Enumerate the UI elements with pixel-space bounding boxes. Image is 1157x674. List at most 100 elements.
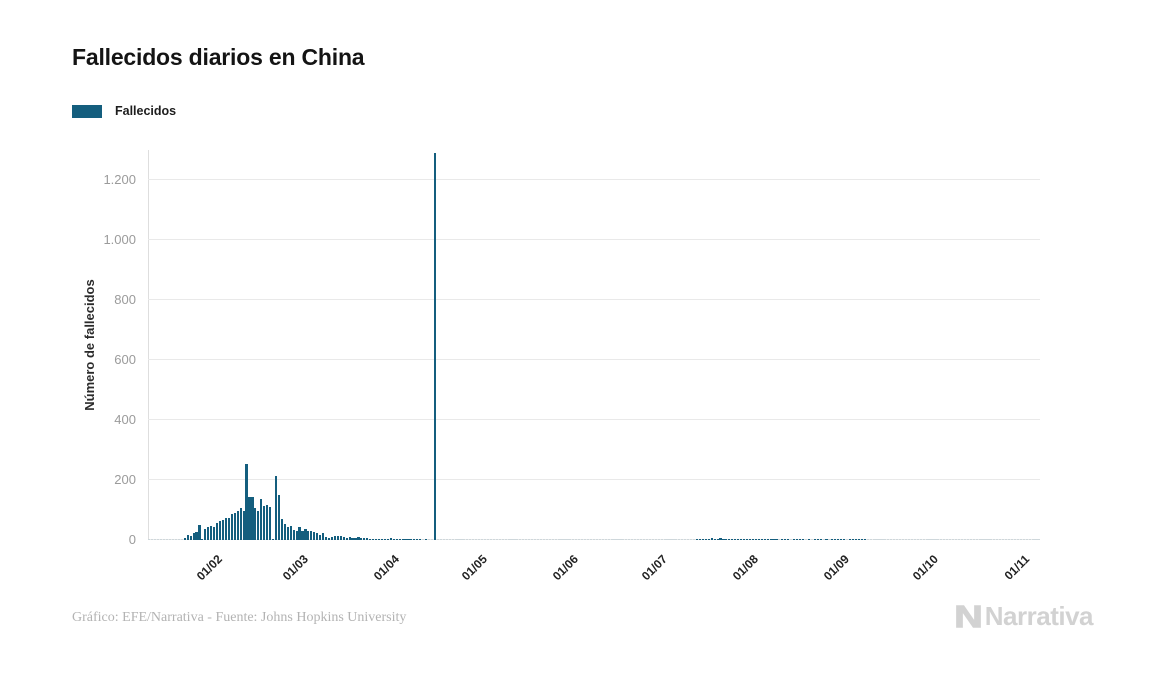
- y-tick-label: 1.000: [103, 232, 136, 247]
- bar: [813, 539, 816, 540]
- gridline: [148, 239, 1040, 240]
- bar: [151, 539, 154, 540]
- bar: [840, 539, 843, 540]
- bar: [460, 539, 463, 540]
- bar: [737, 538, 740, 540]
- bar: [324, 536, 328, 540]
- bar: [781, 539, 784, 540]
- bar: [389, 538, 392, 540]
- bar: [560, 539, 563, 540]
- bar: [333, 536, 336, 540]
- gridline: [148, 479, 1040, 480]
- bar: [804, 539, 807, 540]
- bar: [269, 507, 272, 540]
- bar: [610, 539, 613, 540]
- y-tick-label: 200: [114, 472, 136, 487]
- bar: [604, 539, 607, 540]
- bar: [213, 526, 216, 540]
- bar: [271, 538, 275, 540]
- bar: [701, 539, 704, 540]
- bar: [575, 539, 578, 540]
- bar: [896, 539, 899, 540]
- bar: [963, 539, 966, 540]
- bar: [295, 530, 298, 540]
- bar: [657, 539, 660, 540]
- bar: [189, 535, 192, 540]
- bar: [207, 527, 210, 540]
- bar: [866, 539, 869, 540]
- bar: [666, 539, 669, 540]
- bar: [748, 539, 752, 540]
- bar: [595, 539, 598, 540]
- bar: [999, 539, 1002, 540]
- bar: [348, 537, 351, 540]
- y-tick-label: 0: [128, 532, 136, 547]
- bar: [254, 508, 257, 540]
- y-tick-label: 1.200: [103, 172, 136, 187]
- bar: [322, 533, 325, 540]
- bar: [825, 539, 828, 540]
- bar: [198, 525, 201, 540]
- bar: [810, 539, 813, 540]
- bar: [672, 539, 675, 540]
- bar: [469, 539, 472, 540]
- bar: [704, 539, 707, 540]
- bar: [796, 539, 799, 540]
- bar: [837, 539, 840, 540]
- y-tick-label: 400: [114, 412, 136, 427]
- bar: [660, 539, 663, 540]
- bar: [952, 539, 955, 540]
- bar: [975, 539, 978, 540]
- bar: [548, 539, 551, 540]
- gridline: [148, 419, 1040, 420]
- bar: [663, 539, 666, 540]
- bar: [492, 539, 495, 540]
- bar: [404, 539, 407, 540]
- bar: [286, 526, 289, 540]
- bar: [854, 539, 858, 540]
- bar: [542, 539, 545, 540]
- bar: [239, 507, 242, 540]
- gridline: [148, 359, 1040, 360]
- bar: [351, 537, 354, 540]
- bar: [428, 539, 431, 540]
- bar: [675, 539, 678, 540]
- bar: [277, 495, 281, 540]
- bar: [589, 539, 593, 540]
- bar: [816, 539, 819, 540]
- bar: [692, 539, 696, 540]
- bar: [257, 510, 260, 540]
- bar: [413, 539, 416, 540]
- bar: [625, 539, 628, 540]
- bar: [707, 538, 710, 540]
- bar: [1002, 539, 1005, 540]
- bar: [372, 539, 375, 540]
- bar: [1028, 539, 1031, 540]
- bar: [901, 539, 905, 540]
- bar: [728, 539, 731, 540]
- bar: [251, 497, 254, 540]
- bar: [678, 539, 681, 540]
- bar: [395, 539, 398, 540]
- bar: [801, 539, 805, 540]
- bar: [436, 539, 439, 540]
- bar: [904, 539, 908, 540]
- bar: [993, 539, 996, 540]
- bar: [651, 539, 654, 540]
- bar: [201, 539, 204, 540]
- bar: [342, 536, 345, 540]
- bar: [516, 539, 519, 540]
- bar: [160, 539, 163, 540]
- bar: [554, 539, 557, 540]
- bar: [743, 539, 746, 540]
- bar: [242, 510, 245, 540]
- bar: [687, 539, 690, 540]
- bar: [219, 520, 222, 540]
- bar: [784, 539, 787, 540]
- bar: [439, 539, 442, 540]
- bar: [274, 476, 278, 540]
- bar: [798, 539, 802, 540]
- source-attribution: Gráfico: EFE/Narrativa - Fuente: Johns H…: [72, 610, 407, 625]
- bar: [375, 538, 378, 540]
- y-tick-label: 800: [114, 292, 136, 307]
